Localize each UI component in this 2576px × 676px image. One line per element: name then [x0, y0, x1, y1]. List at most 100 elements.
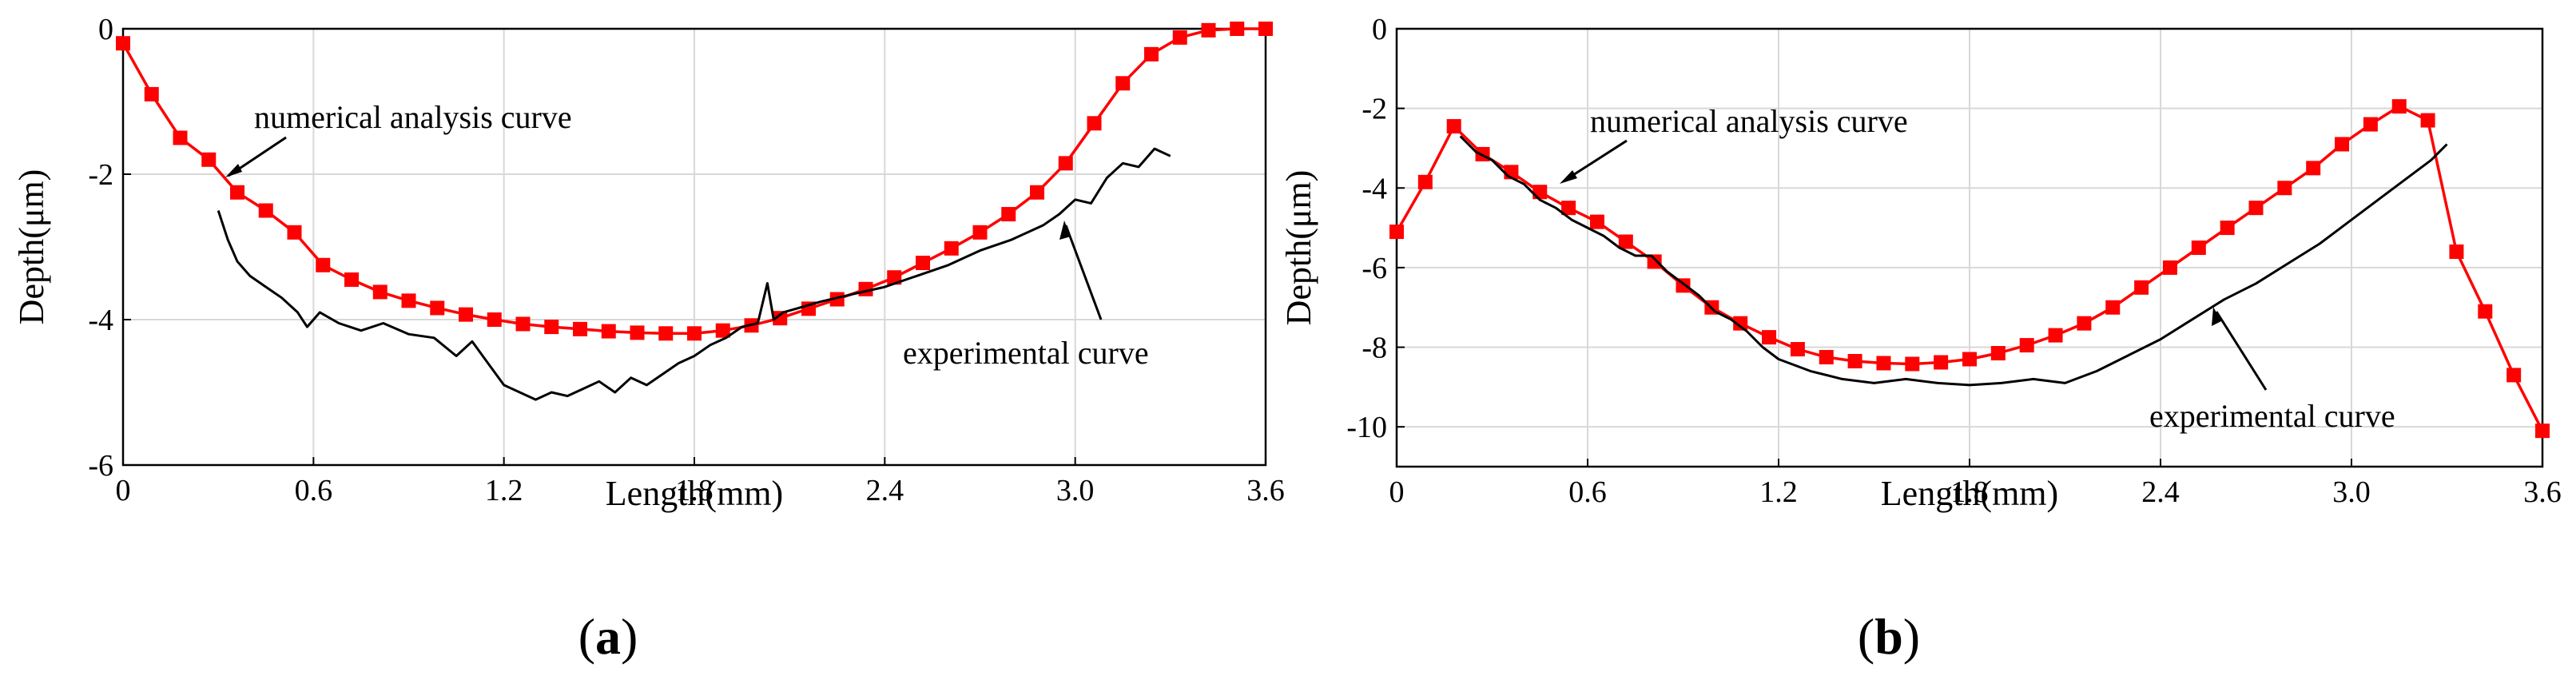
x-tick-label-b-4: 2.4 — [2141, 475, 2180, 509]
data-point-a-1 — [144, 86, 159, 101]
annotation-arrowhead-numerical-b — [1560, 170, 1577, 184]
data-point-b-34 — [2363, 117, 2378, 132]
x-tick-label-b-5: 3.0 — [2332, 475, 2371, 509]
data-point-a-19 — [658, 326, 674, 341]
data-point-b-28 — [2191, 241, 2206, 255]
x-tick-label-a-3: 1.8 — [675, 474, 714, 507]
x-tick-label-a-6: 3.6 — [1246, 474, 1285, 507]
data-point-b-2 — [1446, 119, 1461, 134]
data-point-a-29 — [944, 241, 959, 256]
annotation-experimental-a: experimental curve — [903, 335, 1149, 371]
data-point-b-1 — [1417, 174, 1433, 189]
data-point-b-9 — [1647, 254, 1662, 269]
y-tick-labels-b: 0 -2 -4 -6 -8 -10 — [1346, 13, 1405, 444]
data-point-a-0 — [116, 36, 130, 51]
data-point-b-16 — [1847, 353, 1862, 368]
panel-label-b: (b) — [1858, 608, 1920, 665]
data-point-a-5 — [258, 203, 273, 218]
data-point-b-21 — [1990, 346, 2006, 361]
y-tick-label-a-2: -4 — [88, 304, 113, 337]
annotation-arrowhead-numerical-a — [225, 164, 242, 177]
data-point-a-6 — [287, 225, 302, 240]
data-point-b-12 — [1733, 316, 1748, 331]
x-tick-labels-b: 0 0.6 1.2 1.8 2.4 3.0 3.6 — [1389, 459, 2562, 509]
data-point-a-34 — [1087, 116, 1102, 131]
series-line-b-experimental — [1459, 135, 2448, 387]
x-tick-label-b-2: 1.2 — [1759, 475, 1798, 509]
chart-panel-b: 0 0.6 1.2 1.8 2.4 3.0 3.6 0 -2 -4 -6 -8 -10 Length(… — [1279, 13, 2562, 665]
data-point-a-32 — [1030, 185, 1044, 200]
annotation-arrow-experimental-b — [2215, 311, 2268, 391]
grid-a — [122, 28, 1266, 466]
y-tick-labels-a: 0 -2 -4 -6 — [88, 13, 131, 483]
data-point-b-35 — [2391, 99, 2407, 114]
data-point-a-13 — [487, 312, 502, 327]
annotation-arrowhead-experimental-a — [1059, 221, 1071, 240]
data-point-a-39 — [1230, 22, 1245, 36]
panel-label-a-letter: a — [595, 608, 621, 665]
x-tick-label-b-0: 0 — [1389, 475, 1405, 509]
data-point-b-27 — [2162, 260, 2177, 275]
data-point-a-4 — [230, 185, 244, 200]
data-point-b-39 — [2506, 368, 2522, 383]
data-point-a-35 — [1115, 76, 1131, 91]
data-point-b-25 — [2105, 300, 2121, 315]
data-point-b-26 — [2134, 280, 2149, 295]
data-point-b-14 — [1790, 342, 1805, 357]
data-point-b-5 — [1532, 185, 1548, 200]
panel-label-a: (a) — [578, 608, 638, 665]
data-point-b-7 — [1589, 214, 1604, 229]
panel-label-b-letter: b — [1874, 608, 1903, 665]
data-point-b-8 — [1618, 234, 1633, 249]
y-axis-title-b: Depth(μm) — [1279, 170, 1318, 326]
data-point-a-17 — [601, 324, 616, 339]
data-point-b-29 — [2220, 221, 2235, 236]
series-group-b — [1389, 99, 2550, 439]
data-point-b-37 — [2449, 244, 2464, 259]
x-tick-label-a-4: 2.4 — [866, 474, 904, 507]
y-tick-label-a-1: -2 — [88, 158, 113, 192]
data-point-b-33 — [2335, 137, 2350, 152]
data-point-b-15 — [1819, 350, 1834, 364]
data-point-b-24 — [2077, 316, 2092, 331]
data-point-b-32 — [2306, 161, 2321, 176]
data-point-a-11 — [430, 300, 445, 316]
data-point-a-33 — [1058, 156, 1073, 171]
y-tick-label-a-0: 0 — [98, 13, 113, 46]
data-point-b-40 — [2535, 423, 2550, 439]
x-axis-title-a: Length(mm) — [606, 474, 783, 513]
data-point-a-36 — [1144, 46, 1159, 62]
y-tick-label-b-1: -2 — [1362, 93, 1387, 126]
data-point-a-16 — [573, 321, 587, 336]
data-point-a-30 — [972, 225, 988, 240]
x-tick-label-b-3: 1.8 — [1950, 475, 1989, 509]
x-tick-label-a-1: 0.6 — [295, 474, 333, 507]
series-group-a — [116, 22, 1273, 401]
annotation-arrow-experimental-a — [1064, 225, 1103, 320]
y-tick-label-b-5: -10 — [1346, 411, 1387, 444]
annotation-numerical-a: numerical analysis curve — [254, 99, 572, 135]
data-point-a-3 — [201, 152, 217, 167]
data-point-b-6 — [1561, 201, 1576, 216]
data-point-a-9 — [372, 284, 388, 300]
data-point-b-23 — [2048, 328, 2063, 343]
y-tick-label-b-3: -6 — [1362, 252, 1387, 285]
y-tick-label-b-0: 0 — [1372, 13, 1387, 46]
annotation-experimental-b: experimental curve — [2149, 398, 2395, 434]
data-point-a-21 — [715, 323, 730, 338]
data-point-b-18 — [1905, 356, 1920, 372]
data-point-a-20 — [687, 326, 702, 341]
data-point-a-27 — [887, 270, 902, 285]
x-tick-label-b-6: 3.6 — [2523, 475, 2562, 509]
data-point-b-38 — [2478, 304, 2493, 319]
data-point-a-10 — [401, 293, 416, 308]
data-point-b-0 — [1389, 225, 1404, 240]
y-tick-label-b-2: -4 — [1362, 172, 1387, 205]
x-tick-label-b-1: 0.6 — [1568, 475, 1607, 509]
data-point-b-13 — [1762, 330, 1777, 345]
data-point-a-8 — [344, 272, 359, 287]
data-point-b-20 — [1962, 352, 1977, 367]
y-axis-title-a: Depth(μm) — [12, 169, 51, 325]
data-point-a-12 — [459, 307, 473, 322]
